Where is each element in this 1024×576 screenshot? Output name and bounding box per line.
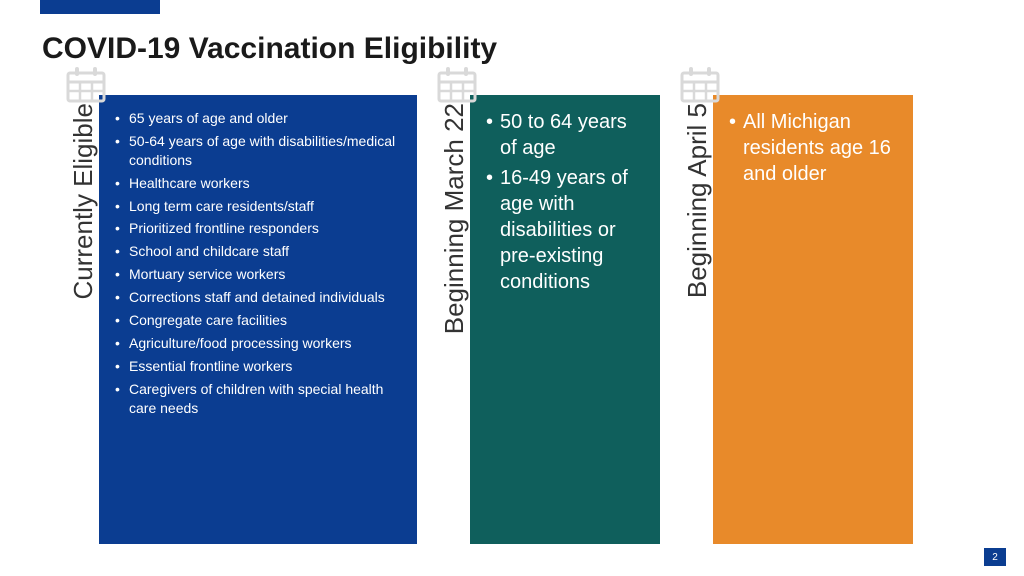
item-list: All Michigan residents age 16 and older: [729, 109, 897, 187]
list-item: Caregivers of children with special heal…: [115, 380, 401, 418]
item-list: 50 to 64 years of age16-49 years of age …: [486, 109, 644, 295]
column-label: Beginning April 5: [682, 95, 713, 306]
list-item: School and childcare staff: [115, 242, 401, 261]
list-item: 16-49 years of age with disabilities or …: [486, 165, 644, 295]
list-item: 50 to 64 years of age: [486, 109, 644, 161]
list-item: Healthcare workers: [115, 174, 401, 193]
list-item: Mortuary service workers: [115, 265, 401, 284]
list-item: Essential frontline workers: [115, 357, 401, 376]
column-panel: 65 years of age and older 50-64 years of …: [99, 95, 417, 544]
column-april5: Beginning April 5 All Michigan residents …: [682, 95, 913, 544]
item-list: 65 years of age and older 50-64 years of …: [115, 109, 401, 417]
page-number-badge: 2: [984, 548, 1006, 566]
column-current: Currently Eligible 65 years of age and ol…: [68, 95, 417, 544]
column-panel: All Michigan residents age 16 and older: [713, 95, 913, 544]
column-label: Currently Eligible: [68, 95, 99, 308]
list-item: Agriculture/food processing workers: [115, 334, 401, 353]
list-item: All Michigan residents age 16 and older: [729, 109, 897, 187]
list-item: Corrections staff and detained individua…: [115, 288, 401, 307]
list-item: 50-64 years of age with disabilities/med…: [115, 132, 401, 170]
list-item: Prioritized frontline responders: [115, 219, 401, 238]
page-number-text: 2: [992, 552, 998, 563]
page-title: COVID-19 Vaccination Eligibility: [42, 32, 497, 66]
slide: COVID-19 Vaccination Eligibility Current…: [0, 0, 1024, 576]
column-panel: 50 to 64 years of age16-49 years of age …: [470, 95, 660, 544]
columns-container: Currently Eligible 65 years of age and ol…: [68, 95, 984, 544]
list-item: 65 years of age and older: [115, 109, 401, 128]
list-item: Congregate care facilities: [115, 311, 401, 330]
top-accent-bar: [40, 0, 160, 14]
column-label: Beginning March 22: [439, 95, 470, 342]
column-march22: Beginning March 22 50 to 64 years of age1…: [439, 95, 660, 544]
list-item: Long term care residents/staff: [115, 197, 401, 216]
